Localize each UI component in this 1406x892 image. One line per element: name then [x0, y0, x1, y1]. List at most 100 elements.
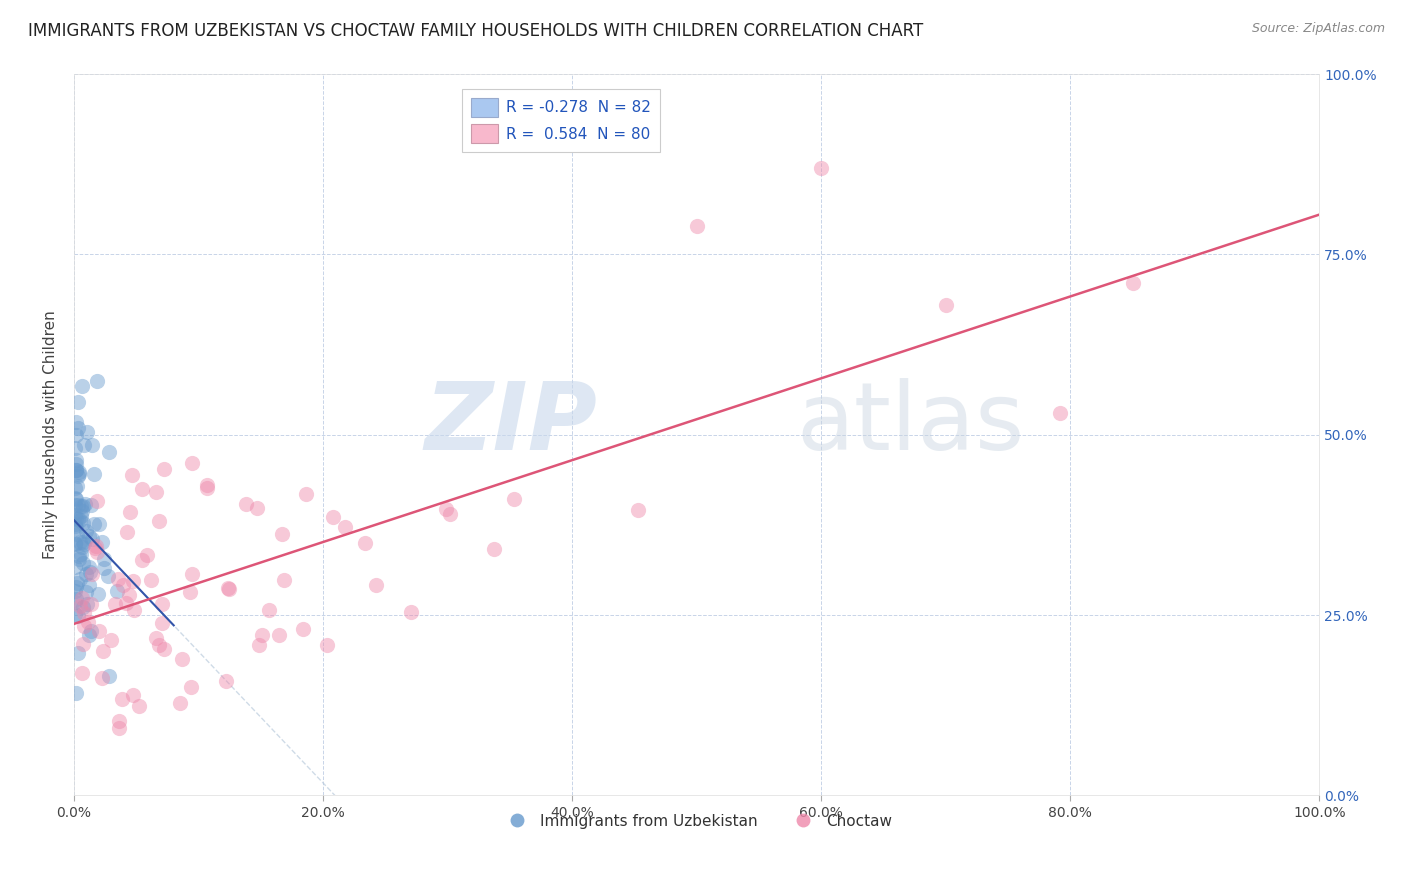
Point [65, 453, 87, 467]
Point [70, 504, 93, 518]
Point [72, 534, 94, 549]
Point [83, 541, 105, 556]
Point [181, 456, 204, 470]
Point [91, 644, 114, 658]
Point [269, 628, 291, 642]
Point [83, 516, 105, 531]
Point [86, 545, 108, 559]
Point [316, 638, 339, 652]
Point [75, 524, 97, 538]
Point [67, 549, 90, 564]
Point [69, 572, 91, 586]
Point [70, 499, 93, 513]
Point [65, 457, 87, 471]
Point [128, 698, 150, 713]
Point [79, 624, 101, 638]
Point [63, 508, 86, 523]
Point [76, 425, 98, 439]
Point [235, 497, 257, 511]
Point [72, 637, 94, 651]
Point [84, 539, 107, 553]
Point [169, 696, 191, 710]
Point [153, 462, 176, 476]
Point [86, 374, 108, 388]
Point [246, 501, 269, 516]
Point [179, 585, 201, 599]
Point [67, 467, 90, 482]
Point [148, 638, 170, 652]
Point [73, 438, 96, 452]
Point [112, 577, 135, 591]
Point [80, 438, 103, 452]
Text: ZIP: ZIP [425, 378, 598, 470]
Point [65, 686, 87, 700]
Point [333, 520, 356, 534]
Point [439, 507, 461, 521]
Point [63, 517, 86, 532]
Point [79, 565, 101, 579]
Point [118, 588, 141, 602]
Point [63, 498, 86, 512]
Point [72, 557, 94, 571]
Point [65, 512, 87, 526]
Point [217, 581, 239, 595]
Point [150, 597, 173, 611]
Point [195, 478, 218, 492]
Point [72, 599, 94, 614]
Point [150, 616, 173, 631]
Point [63, 441, 86, 455]
Point [121, 467, 143, 482]
Point [115, 524, 138, 539]
Point [89, 516, 111, 531]
Point [63, 491, 86, 506]
Point [180, 566, 202, 581]
Point [65, 580, 87, 594]
Point [66, 479, 89, 493]
Point [114, 596, 136, 610]
Point [97, 569, 120, 583]
Point [67, 465, 90, 479]
Point [291, 622, 314, 636]
Point [76, 615, 98, 629]
Point [131, 482, 153, 496]
Point [67, 609, 90, 624]
Point [131, 553, 153, 567]
Point [83, 467, 105, 481]
Point [366, 578, 388, 592]
Point [503, 491, 526, 506]
Point [80, 498, 103, 512]
Text: atlas: atlas [796, 378, 1025, 470]
Point [111, 692, 134, 706]
Point [93, 552, 115, 566]
Point [77, 529, 100, 543]
Point [73, 498, 96, 512]
Point [75, 584, 97, 599]
Point [65, 463, 87, 477]
Point [73, 606, 96, 620]
Point [124, 603, 146, 617]
Point [65, 415, 87, 429]
Point [135, 548, 157, 562]
Point [77, 578, 100, 592]
Point [218, 582, 240, 597]
Point [65, 463, 87, 477]
Point [354, 536, 377, 550]
Point [70, 666, 93, 681]
Point [70, 540, 93, 554]
Point [935, 298, 957, 312]
Point [69, 534, 91, 549]
Point [172, 651, 194, 665]
Point [66, 421, 89, 435]
Point [76, 598, 98, 612]
Point [100, 633, 122, 648]
Point [482, 542, 505, 557]
Point [107, 572, 129, 586]
Point [75, 566, 97, 581]
Point [810, 161, 832, 175]
Point [1122, 277, 1144, 291]
Point [250, 628, 273, 642]
Point [67, 552, 90, 566]
Point [70, 379, 93, 393]
Point [322, 510, 344, 524]
Point [145, 631, 167, 645]
